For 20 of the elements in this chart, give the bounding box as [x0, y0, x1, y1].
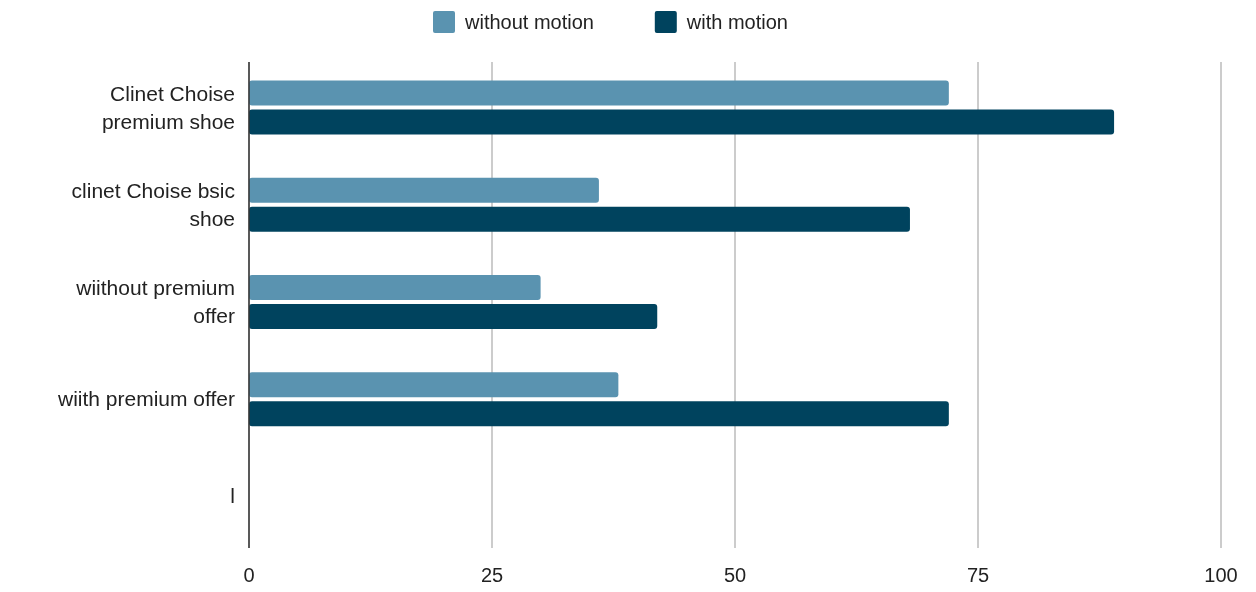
- y-tick-label: clinet Choise bsic shoe: [71, 178, 235, 230]
- bar: [249, 109, 1115, 135]
- y-tick-label: l: [230, 484, 235, 508]
- x-tick-label: 0: [243, 564, 255, 586]
- x-tick-label: 75: [966, 564, 990, 586]
- legend-label: with motion: [685, 11, 788, 33]
- bar: [249, 80, 949, 106]
- bar: [249, 401, 949, 427]
- x-tick-label: 25: [480, 564, 504, 586]
- bar: [249, 275, 541, 300]
- y-tick-label: Clinet Choise premium shoe: [101, 81, 235, 133]
- bar: [249, 304, 658, 329]
- legend-label: without motion: [464, 11, 594, 33]
- y-tick-label: wiith premium offer: [56, 387, 235, 411]
- bar: [249, 177, 599, 203]
- bar: [249, 206, 910, 232]
- bar: [249, 372, 619, 398]
- x-tick-label: 50: [723, 564, 747, 586]
- y-tick-label: wiithout premium offer: [75, 276, 235, 327]
- x-tick-label: 100: [1204, 564, 1238, 586]
